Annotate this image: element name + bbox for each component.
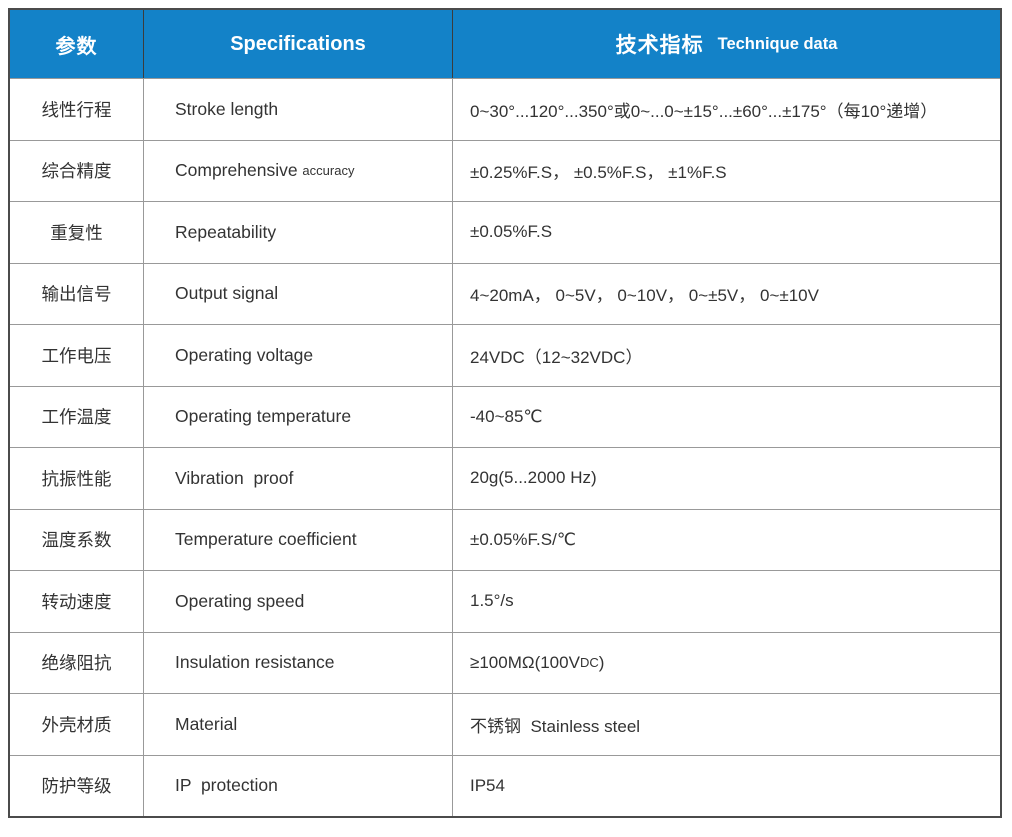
table-header-row: 参数 Specifications 技术指标 Technique data (10, 10, 1000, 78)
param-label-cn: 综合精度 (10, 139, 144, 201)
param-label-en: Temperature coefficient (144, 508, 453, 570)
param-label-en: Repeatability (144, 201, 453, 263)
spec-value: 不锈钢 Stainless steel (453, 693, 1000, 755)
param-label-en: Stroke length (144, 78, 453, 140)
spec-value: 4~20mA， 0~5V， 0~10V， 0~±5V， 0~±10V (453, 262, 1000, 325)
table-row: 线性行程 Stroke length 0~30°...120°...350°或0~.… (10, 78, 1000, 140)
header-technique-en: Technique data (717, 34, 838, 53)
param-label-en: IP protection (144, 754, 453, 816)
param-label-cn: 输出信号 (10, 262, 144, 324)
spec-value: 1.5°/s (453, 570, 1000, 632)
param-label-cn: 外壳材质 (10, 693, 144, 755)
param-label-en: Material (144, 693, 453, 755)
param-label-en: Vibration proof (144, 447, 453, 509)
table-row: 外壳材质 Material 不锈钢 Stainless steel (10, 693, 1000, 755)
spec-value: 24VDC（12~32VDC） (453, 324, 1000, 386)
param-label-en: Comprehensive accuracy (144, 139, 453, 201)
param-label-en: Operating speed (144, 570, 453, 632)
table-row: 工作温度 Operating temperature -40~85℃ (10, 385, 1000, 448)
table-row: 工作电压 Operating voltage 24VDC（12~32VDC） (10, 324, 1000, 386)
table-row: 温度系数 Temperature coefficient ±0.05%F.S/℃ (10, 508, 1000, 571)
param-label-cn: 转动速度 (10, 570, 144, 632)
table-row: 重复性 Repeatability ±0.05%F.S (10, 201, 1000, 263)
table-row: 输出信号 Output signal 4~20mA， 0~5V， 0~10V， 0~… (10, 262, 1000, 325)
header-technique-data: 技术指标 Technique data (453, 10, 1000, 78)
param-label-cn: 抗振性能 (10, 447, 144, 509)
param-label-cn: 绝缘阻抗 (10, 631, 144, 693)
header-param-cn: 参数 (10, 10, 144, 78)
param-label-cn: 温度系数 (10, 508, 144, 570)
param-label-en: Output signal (144, 262, 453, 324)
header-technique-cn: 技术指标 (615, 34, 704, 57)
spec-value: -40~85℃ (453, 385, 1000, 448)
param-label-en: Operating voltage (144, 324, 453, 386)
spec-value: ≥100MΩ(100V DC) (453, 631, 1000, 694)
param-label-cn: 工作电压 (10, 324, 144, 386)
table-row: 综合精度 Comprehensive accuracy ±0.25%F.S， ±0.… (10, 139, 1000, 202)
spec-value: ±0.25%F.S， ±0.5%F.S， ±1%F.S (453, 139, 1000, 202)
param-label-cn: 工作温度 (10, 385, 144, 447)
spec-value: 20g(5...2000 Hz) (453, 447, 1000, 509)
header-specifications: Specifications (144, 10, 453, 78)
param-label-cn: 重复性 (10, 201, 144, 263)
spec-value: ±0.05%F.S (453, 201, 1000, 263)
table-row: 转动速度 Operating speed 1.5°/s (10, 570, 1000, 632)
param-label-cn: 线性行程 (10, 78, 144, 140)
spec-value: IP54 (453, 754, 1000, 817)
param-label-cn: 防护等级 (10, 754, 144, 816)
table-row: 防护等级 IP protection IP54 (10, 754, 1000, 817)
table-body: 线性行程 Stroke length 0~30°...120°...350°或0~.… (10, 78, 1000, 816)
param-label-en: Insulation resistance (144, 631, 453, 693)
param-label-en: Operating temperature (144, 385, 453, 447)
table-row: 抗振性能 Vibration proof 20g(5...2000 Hz) (10, 447, 1000, 509)
specifications-table: 参数 Specifications 技术指标 Technique data 线性… (8, 8, 1002, 818)
spec-value: 0~30°...120°...350°或0~...0~±15°...±60°..… (453, 78, 1000, 140)
spec-value: ±0.05%F.S/℃ (453, 508, 1000, 571)
table-row: 绝缘阻抗 Insulation resistance ≥100MΩ(100V DC) (10, 631, 1000, 694)
